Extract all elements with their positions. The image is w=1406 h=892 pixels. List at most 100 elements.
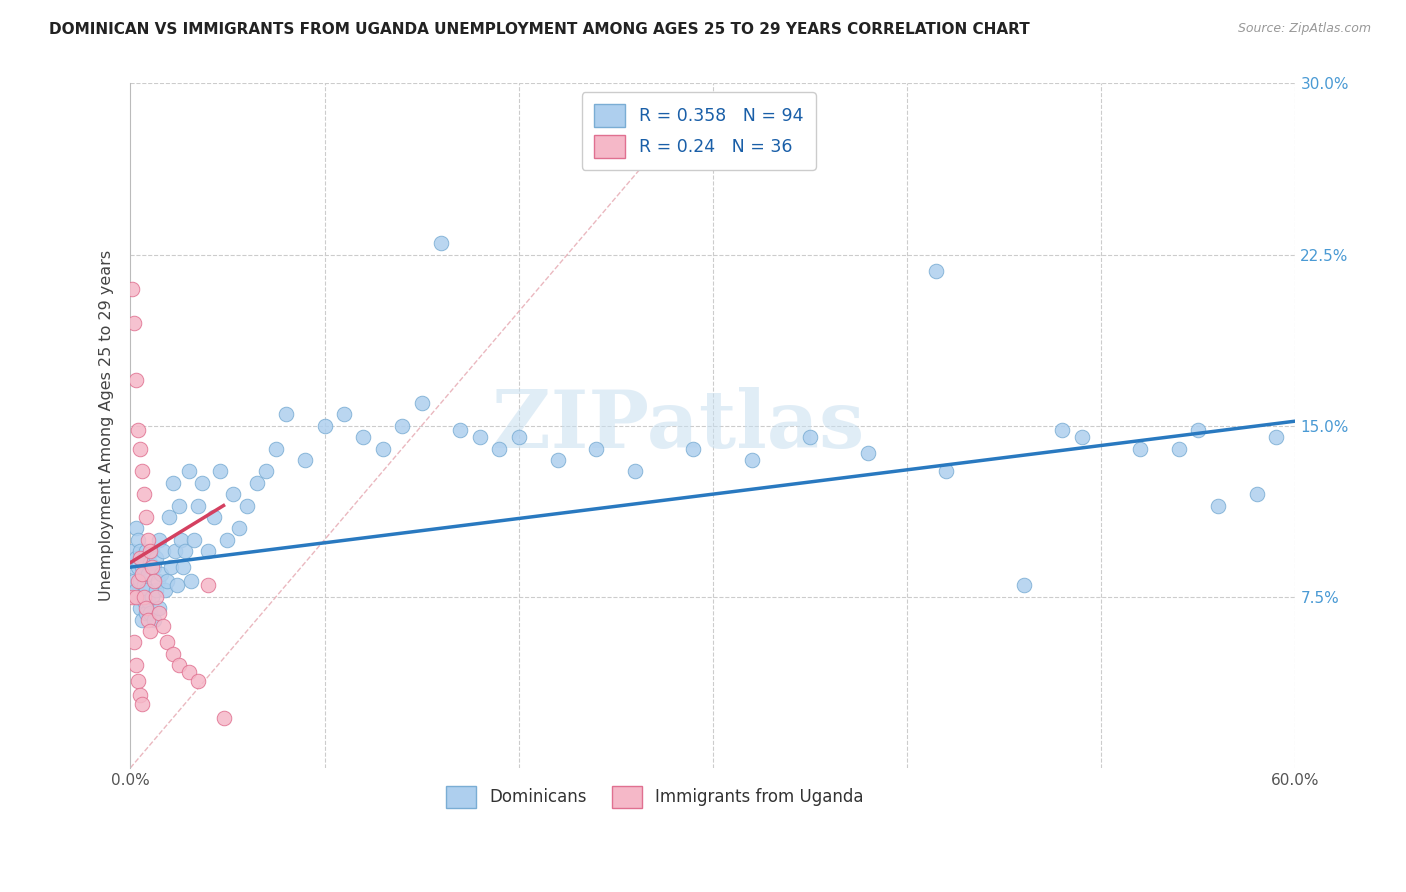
Point (314, 418, 336, 433)
Point (127, 533, 149, 547)
Point (145, 582, 167, 597)
Point (122, 574, 145, 588)
Point (148, 601, 170, 615)
Point (125, 551, 148, 566)
Point (132, 551, 155, 566)
Point (142, 574, 165, 588)
Point (148, 533, 170, 547)
Point (129, 544, 152, 558)
Point (129, 688, 152, 702)
Point (162, 647, 184, 661)
Point (799, 430, 821, 444)
Point (142, 560, 165, 574)
Point (925, 263, 948, 277)
Point (274, 407, 297, 421)
Point (160, 560, 183, 574)
Point (228, 521, 250, 535)
Point (156, 574, 179, 588)
Text: Source: ZipAtlas.com: Source: ZipAtlas.com (1237, 22, 1371, 36)
Point (391, 418, 413, 433)
Point (245, 475, 267, 490)
Point (166, 578, 188, 592)
Point (157, 510, 180, 524)
Point (142, 613, 165, 627)
Point (177, 665, 200, 679)
Point (125, 521, 148, 535)
Point (172, 560, 194, 574)
Point (127, 574, 149, 588)
Point (131, 590, 153, 604)
Point (127, 590, 149, 604)
Text: ZIPatlas: ZIPatlas (492, 387, 865, 465)
Point (139, 606, 162, 620)
Point (254, 464, 277, 478)
Point (682, 442, 704, 456)
Point (135, 544, 157, 558)
Point (135, 510, 157, 524)
Point (624, 464, 647, 478)
Point (488, 442, 510, 456)
Point (212, 711, 235, 725)
Point (145, 551, 167, 566)
Point (139, 624, 162, 638)
Point (139, 556, 162, 570)
Point (177, 464, 200, 478)
Point (187, 674, 209, 689)
Point (1246, 487, 1268, 501)
Point (136, 567, 159, 582)
Point (136, 613, 159, 627)
Point (125, 658, 148, 673)
Text: DOMINICAN VS IMMIGRANTS FROM UGANDA UNEMPLOYMENT AMONG AGES 25 TO 29 YEARS CORRE: DOMINICAN VS IMMIGRANTS FROM UGANDA UNEM… (49, 22, 1031, 37)
Point (148, 606, 170, 620)
Point (129, 442, 152, 456)
Point (127, 560, 149, 574)
Point (1129, 442, 1152, 456)
Point (155, 582, 177, 597)
Legend: Dominicans, Immigrants from Uganda: Dominicans, Immigrants from Uganda (439, 780, 870, 814)
Point (129, 601, 152, 615)
Point (125, 582, 148, 597)
Point (1052, 423, 1074, 437)
Point (141, 544, 163, 558)
Point (741, 453, 763, 467)
Point (222, 487, 245, 501)
Point (170, 533, 193, 547)
Point (131, 560, 153, 574)
Point (152, 619, 174, 633)
Point (759, 145, 782, 159)
Point (141, 560, 163, 574)
Point (122, 560, 145, 574)
Point (217, 533, 239, 547)
Point (122, 635, 145, 649)
Point (547, 453, 569, 467)
Point (135, 606, 157, 620)
Point (131, 464, 153, 478)
Point (121, 544, 143, 558)
Point (132, 578, 155, 592)
Point (1265, 430, 1288, 444)
Point (468, 430, 491, 444)
Point (131, 613, 153, 627)
Point (180, 574, 202, 588)
Point (173, 544, 195, 558)
Point (167, 658, 190, 673)
Point (449, 423, 471, 437)
Point (236, 499, 259, 513)
Point (585, 442, 607, 456)
Point (135, 601, 157, 615)
Point (127, 674, 149, 689)
Point (152, 544, 174, 558)
Point (935, 464, 957, 478)
Point (197, 544, 219, 558)
Point (430, 236, 453, 251)
Point (187, 499, 209, 513)
Point (156, 635, 179, 649)
Point (150, 567, 173, 582)
Point (122, 316, 145, 330)
Point (145, 590, 167, 604)
Point (191, 475, 214, 490)
Point (858, 446, 880, 460)
Point (125, 590, 148, 604)
Point (132, 590, 155, 604)
Point (167, 499, 190, 513)
